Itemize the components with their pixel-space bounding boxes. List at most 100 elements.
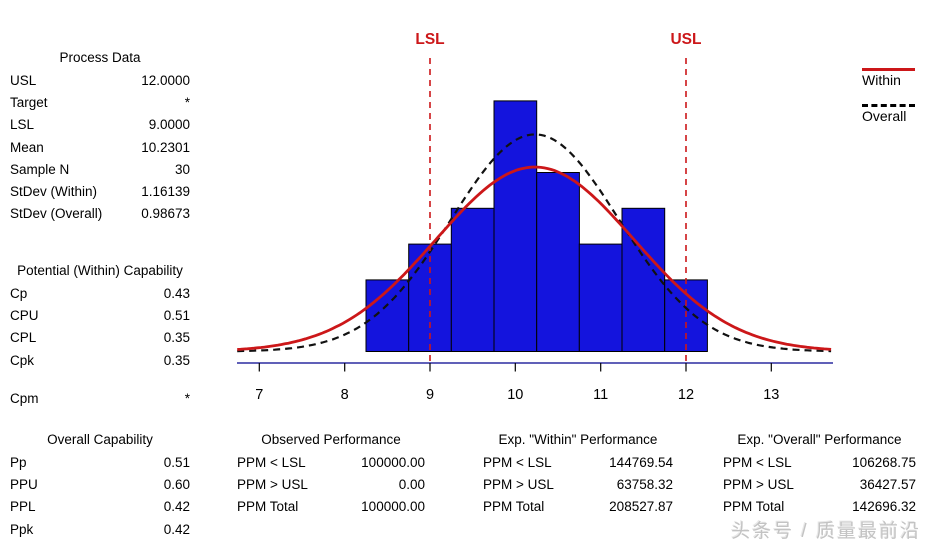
stat-row: Pp 0.51	[10, 455, 190, 477]
stat-value: 63758.32	[616, 477, 673, 493]
stat-value: 0.35	[163, 330, 190, 346]
stat-label: PPL	[10, 499, 36, 515]
overall-capability-panel: Overall Capability Pp 0.51 PPU 0.60 PPL 0.42 P…	[10, 432, 190, 544]
stat-value: 0.98673	[141, 206, 190, 222]
chart-legend: Within Overall	[862, 68, 918, 124]
stat-row: CPU 0.51	[10, 308, 190, 330]
stat-value: 208527.87	[609, 499, 673, 515]
histogram-bar	[578, 243, 623, 353]
stat-value: 0.42	[163, 499, 190, 515]
stat-value: 10.2301	[141, 139, 190, 155]
x-axis-tick-label: 9	[426, 387, 434, 403]
stat-row: PPM > USL 36427.57	[723, 477, 916, 499]
watermark: 头条号 / 质量最前沿	[731, 521, 921, 542]
x-axis-tick-label: 7	[255, 387, 263, 403]
potential-capability-rows: Cp 0.43 CPU 0.51 CPL 0.35 Cpk 0.35 Cpm *	[10, 286, 190, 413]
observed-performance-panel: Observed Performance PPM < LSL 100000.00 P…	[237, 432, 425, 522]
stat-row: PPM < LSL 144769.54	[483, 455, 673, 477]
within-legend-label: Within	[862, 72, 901, 88]
stat-label: PPM > USL	[483, 477, 554, 493]
stat-row: Target *	[10, 95, 190, 117]
stat-value: 144769.54	[609, 455, 673, 470]
stat-row: Ppk 0.42	[10, 522, 190, 544]
stat-label: PPM > USL	[237, 477, 308, 493]
stat-value: 0.42	[163, 521, 190, 537]
stat-value: 0.43	[163, 286, 190, 301]
stat-label: PPM < LSL	[483, 455, 552, 470]
stat-label: CPL	[10, 330, 37, 346]
within-curve	[237, 165, 832, 351]
stat-value: 36427.57	[859, 477, 916, 493]
stat-row: PPM Total 208527.87	[483, 499, 673, 521]
stat-row: PPM > USL 0.00	[237, 477, 425, 499]
x-axis-tick-label: 13	[763, 387, 779, 403]
stat-row: PPL 0.42	[10, 499, 190, 521]
stat-label: StDev (Overall)	[10, 206, 103, 222]
stat-row: CPL 0.35	[10, 330, 190, 352]
stat-row: StDev (Within) 1.16139	[10, 184, 190, 206]
stat-label: PPM Total	[237, 499, 299, 515]
stat-row: USL 12.0000	[10, 73, 190, 95]
stat-label: Cpk	[10, 352, 35, 368]
overall-legend-line-icon	[862, 104, 915, 107]
within-legend-line-icon	[862, 68, 915, 71]
potential-capability-panel: Potential (Within) Capability Cp 0.43 CPU 0…	[10, 263, 190, 413]
observed-performance-rows: PPM < LSL 100000.00 PPM > USL 0.00 PPM Total…	[237, 455, 425, 522]
stat-row: Sample N 30	[10, 162, 190, 184]
stat-row: PPM Total 100000.00	[237, 499, 425, 521]
stat-value: 0.00	[398, 477, 425, 493]
exp-within-performance-panel: Exp. "Within" Performance PPM < LSL 14476…	[483, 432, 673, 522]
stat-label: StDev (Within)	[10, 183, 98, 199]
stat-value: 106268.75	[852, 455, 916, 470]
stat-row: LSL 9.0000	[10, 117, 190, 139]
stat-value: 0.60	[163, 477, 190, 493]
stat-value: 142696.32	[852, 499, 916, 515]
stat-value: 9.0000	[148, 117, 190, 133]
usl-spec-label: USL	[670, 31, 702, 48]
stat-value: *	[184, 390, 190, 406]
exp-within-performance-title: Exp. "Within" Performance	[498, 432, 658, 447]
stat-row: Mean 10.2301	[10, 140, 190, 162]
exp-overall-performance-panel: Exp. "Overall" Performance PPM < LSL 1062…	[723, 432, 916, 522]
stat-label: PPM Total	[723, 499, 785, 515]
stat-label: Mean	[10, 139, 44, 155]
stat-label: Cpm	[10, 390, 39, 406]
stat-value: 12.0000	[141, 73, 190, 88]
stat-value: 0.51	[163, 455, 190, 470]
exp-overall-performance-rows: PPM < LSL 106268.75 PPM > USL 36427.57 PPM T…	[723, 455, 916, 522]
overall-legend-label: Overall	[862, 108, 907, 124]
stat-label: PPM Total	[483, 499, 545, 515]
stat-row: PPM < LSL 100000.00	[237, 455, 425, 477]
stat-label: Pp	[10, 455, 27, 470]
stat-row: PPM < LSL 106268.75	[723, 455, 916, 477]
stat-label: Cp	[10, 286, 28, 301]
histogram-bar	[493, 100, 538, 353]
stat-value: 100000.00	[361, 499, 425, 515]
overall-capability-rows: Pp 0.51 PPU 0.60 PPL 0.42 Ppk 0.42	[10, 455, 190, 544]
stat-label: PPM < LSL	[723, 455, 792, 470]
exp-overall-performance-title: Exp. "Overall" Performance	[737, 432, 902, 447]
stat-row: PPM Total 142696.32	[723, 499, 916, 521]
x-axis-tick-label: 8	[341, 387, 349, 403]
stat-value: 0.51	[163, 308, 190, 324]
histogram-bar	[450, 207, 495, 352]
stat-row: Cp 0.43	[10, 286, 190, 308]
histogram-bar	[621, 207, 666, 352]
stat-value: 100000.00	[361, 455, 425, 470]
stat-row: Cpk 0.35	[10, 353, 190, 375]
stat-value: 1.16139	[141, 183, 190, 199]
potential-capability-title: Potential (Within) Capability	[17, 263, 183, 278]
stat-label: USL	[10, 73, 37, 88]
stat-label: PPM > USL	[723, 477, 794, 493]
process-data-rows: USL 12.0000 Target * LSL 9.0000 Mean 10.2301 Sam…	[10, 73, 190, 228]
x-axis-tick-label: 11	[593, 387, 608, 403]
process-data-panel: Process Data USL 12.0000 Target * LSL 9.0000 M…	[10, 50, 190, 228]
stat-label: Target	[10, 95, 48, 111]
exp-within-performance-rows: PPM < LSL 144769.54 PPM > USL 63758.32 PPM T…	[483, 455, 673, 522]
stat-value: 30	[174, 161, 190, 177]
stat-label: Sample N	[10, 161, 70, 177]
overall-curve	[237, 133, 832, 353]
stat-label: CPU	[10, 308, 39, 324]
stat-label: PPM < LSL	[237, 455, 306, 470]
